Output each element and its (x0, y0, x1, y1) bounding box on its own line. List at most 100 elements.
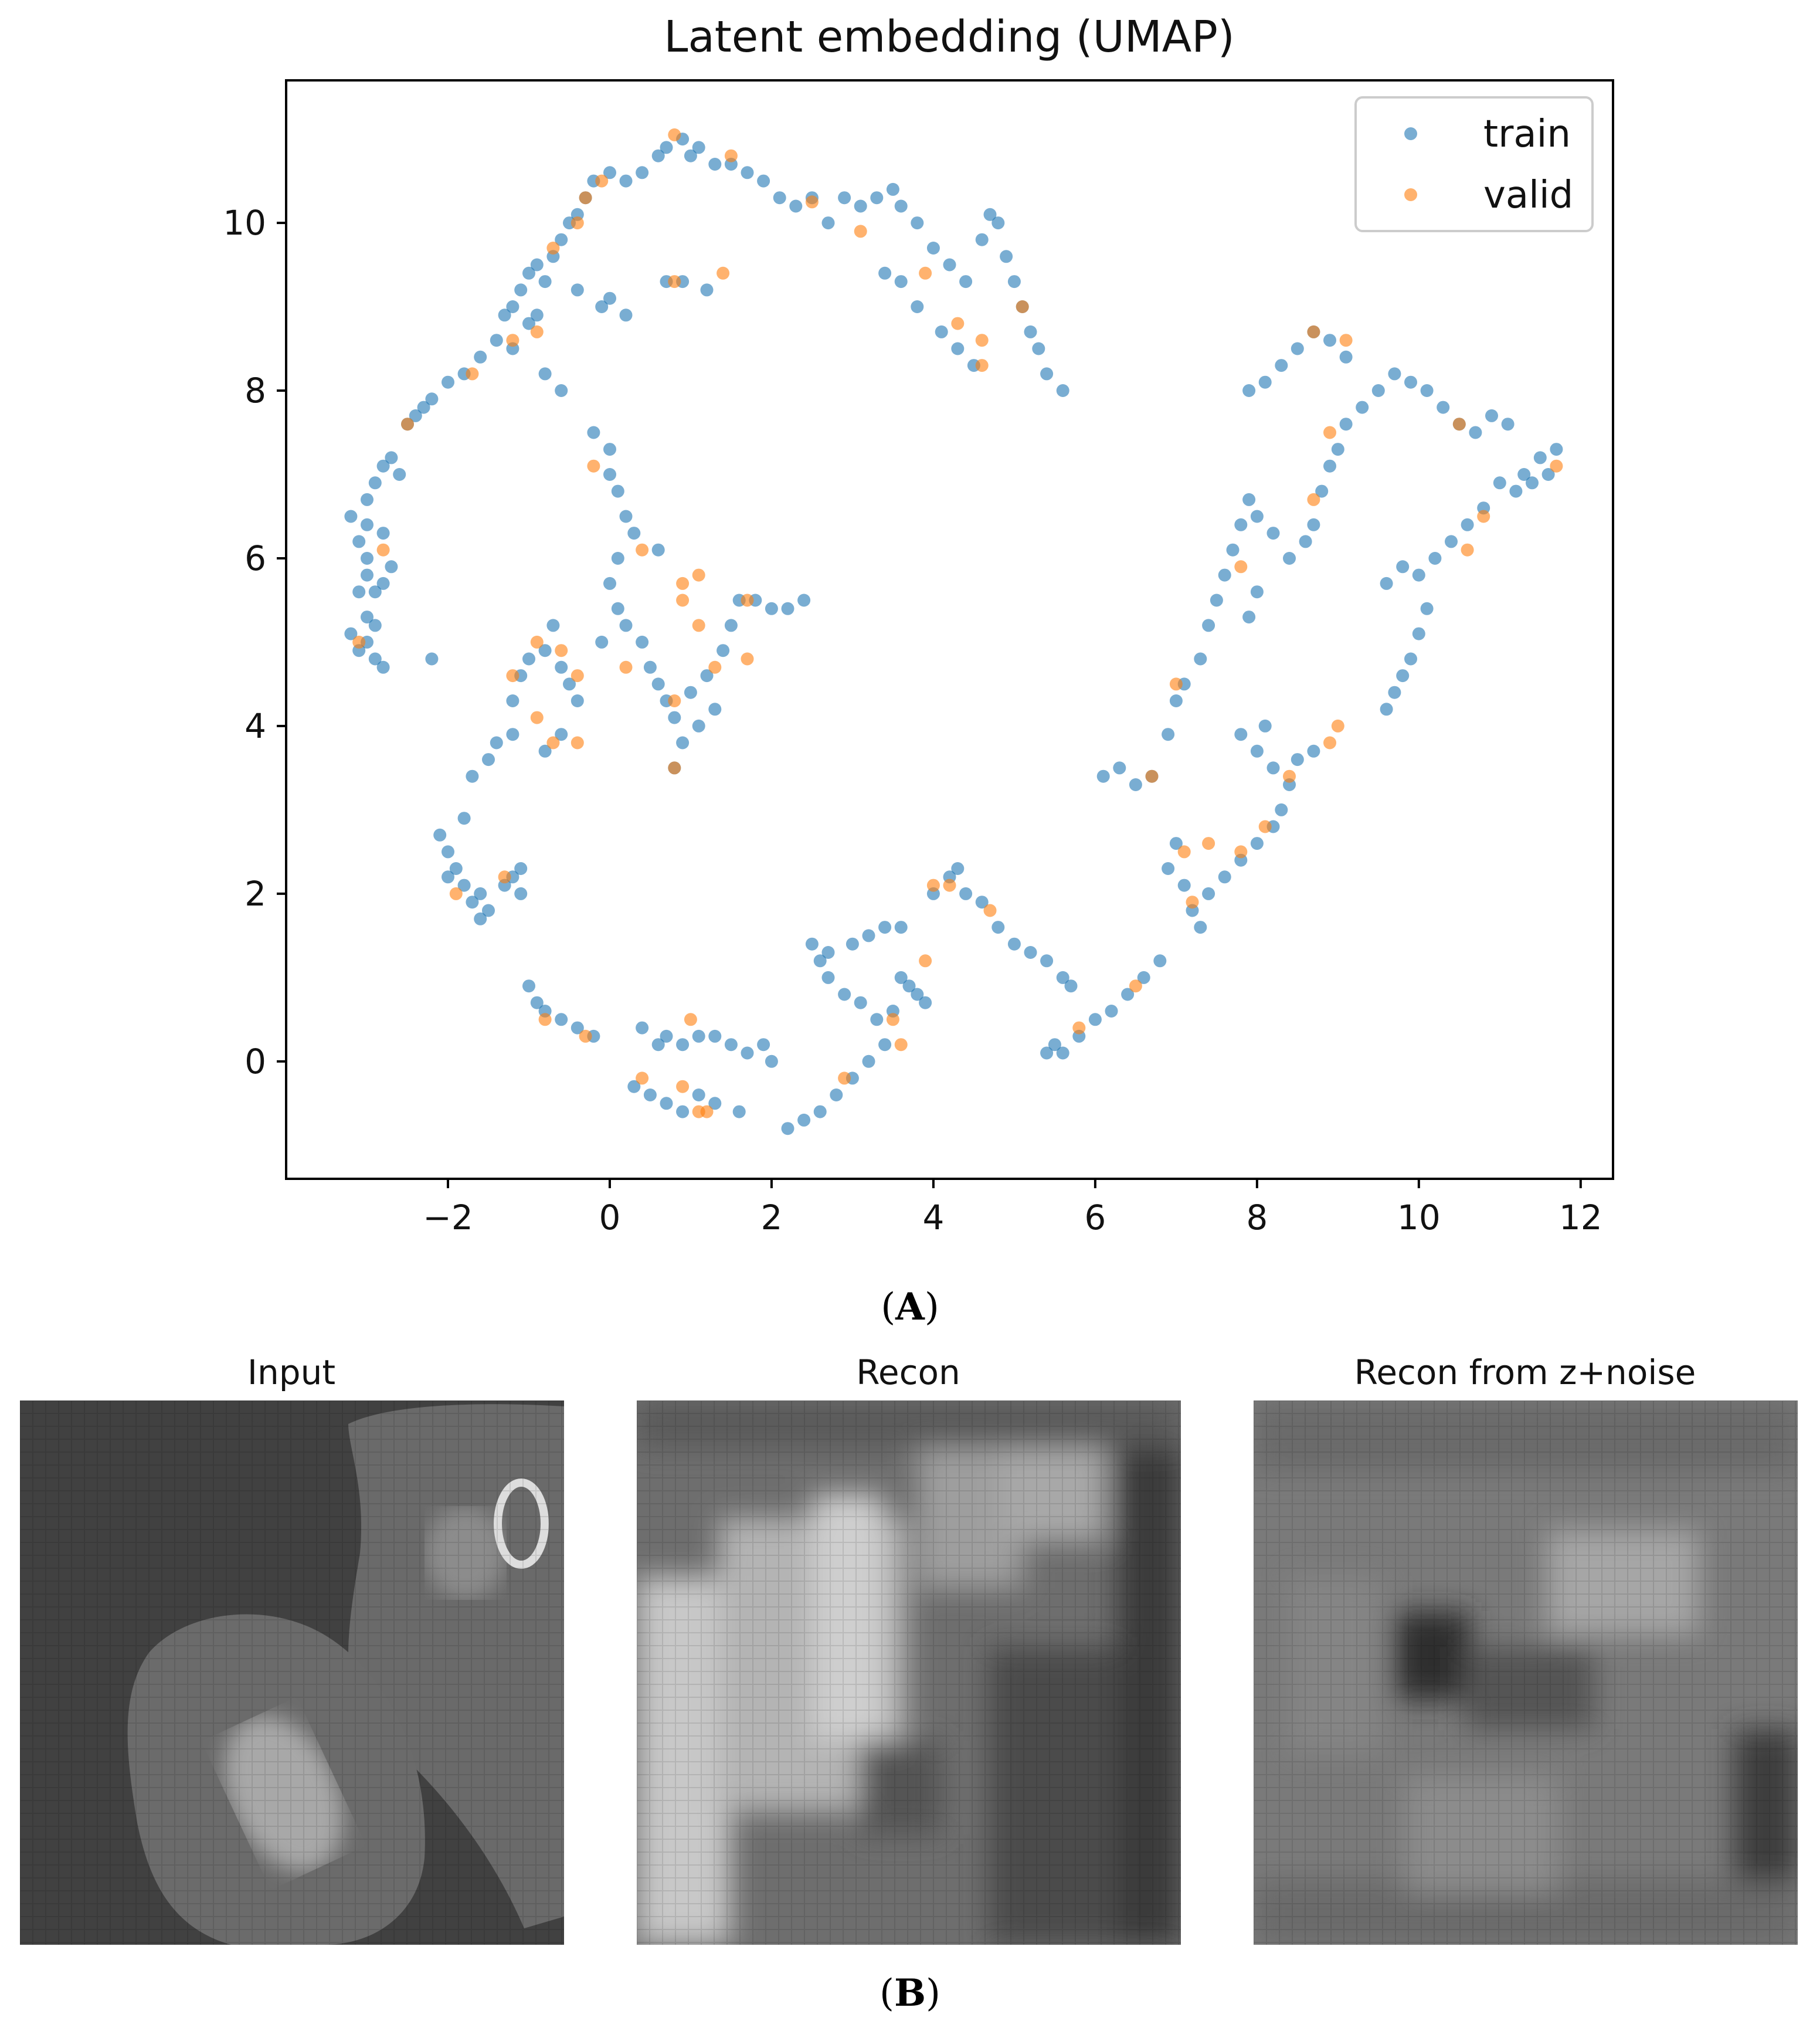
point-train-97 (482, 753, 495, 767)
point-train-299 (1250, 585, 1264, 599)
point-train-156 (457, 812, 471, 825)
point-train-145 (474, 887, 487, 900)
point-train-243 (1356, 401, 1369, 414)
point-valid-60 (1202, 837, 1215, 850)
point-train-61 (959, 275, 973, 289)
point-train-160 (636, 1021, 649, 1035)
point-train-255 (1550, 443, 1563, 456)
point-train-6 (361, 568, 373, 582)
point-train-253 (1517, 468, 1531, 481)
point-train-168 (757, 1038, 770, 1052)
scatter-points (344, 128, 1563, 1135)
point-valid-15 (506, 334, 519, 347)
point-valid-62 (1186, 896, 1199, 909)
point-train-179 (813, 1105, 827, 1118)
point-train-231 (1226, 543, 1240, 557)
point-train-82 (595, 300, 609, 313)
point-valid-71 (1307, 325, 1320, 338)
point-valid-29 (708, 660, 722, 674)
point-valid-43 (579, 1029, 592, 1043)
point-train-235 (1266, 527, 1280, 540)
point-train-174 (692, 1088, 705, 1101)
point-train-15 (385, 451, 398, 464)
point-valid-2 (579, 191, 592, 205)
point-train-215 (1088, 1013, 1102, 1026)
point-train-208 (1040, 954, 1054, 968)
point-train-199 (919, 996, 932, 1009)
point-train-75 (911, 300, 924, 313)
point-train-266 (1380, 577, 1393, 590)
point-train-256 (1541, 468, 1555, 481)
panel-a-label: (A) (881, 1285, 939, 1329)
point-train-30 (538, 275, 552, 289)
point-train-261 (1461, 518, 1474, 531)
point-train-59 (926, 242, 940, 255)
point-train-135 (797, 594, 811, 607)
point-train-76 (894, 275, 908, 289)
point-valid-1 (595, 174, 609, 188)
point-train-270 (1396, 669, 1410, 683)
point-train-23 (474, 350, 487, 364)
point-train-107 (555, 728, 568, 741)
point-train-291 (1194, 921, 1207, 934)
x-axis-ticks: −2 0 2 4 6 8 10 12 (423, 1179, 1602, 1237)
point-train-276 (1291, 342, 1304, 355)
point-train-150 (522, 979, 535, 993)
point-train-104 (555, 660, 568, 674)
point-valid-49 (838, 1071, 851, 1085)
point-valid-59 (1169, 677, 1183, 691)
y-tick-label-5: 10 (223, 203, 266, 243)
point-train-269 (1404, 652, 1417, 666)
y-tick-label-1: 2 (245, 874, 266, 914)
point-train-119 (619, 619, 633, 632)
point-train-53 (838, 191, 851, 205)
point-train-288 (1218, 870, 1231, 884)
point-valid-46 (684, 1013, 697, 1026)
point-train-91 (385, 560, 398, 574)
point-train-280 (1234, 728, 1248, 741)
point-train-92 (368, 619, 382, 632)
point-valid-5 (724, 149, 738, 162)
point-train-161 (651, 1038, 665, 1052)
point-train-183 (878, 1038, 892, 1052)
point-train-63 (983, 208, 997, 221)
point-train-182 (862, 1054, 875, 1068)
point-valid-24 (692, 568, 705, 582)
point-valid-55 (983, 904, 997, 917)
point-train-298 (1242, 611, 1256, 624)
point-valid-6 (805, 195, 819, 209)
point-train-281 (1250, 744, 1264, 758)
x-tick-label-0: −2 (423, 1198, 473, 1237)
point-train-275 (1275, 359, 1288, 372)
point-train-242 (1339, 418, 1353, 431)
point-train-137 (692, 719, 705, 733)
point-train-73 (951, 342, 965, 355)
point-train-229 (1210, 594, 1223, 607)
point-valid-56 (1072, 1021, 1086, 1035)
y-tick-label-3: 6 (245, 538, 266, 578)
point-train-239 (1315, 484, 1329, 498)
image-panels: Input Recon (20, 1352, 1798, 1945)
point-train-188 (813, 954, 827, 968)
point-train-47 (741, 166, 754, 179)
point-train-55 (870, 191, 884, 205)
point-valid-10 (975, 334, 989, 347)
point-valid-36 (668, 761, 681, 775)
point-valid-14 (668, 275, 681, 289)
point-train-232 (1234, 518, 1248, 531)
point-train-198 (894, 971, 908, 984)
point-train-282 (1266, 761, 1280, 775)
point-train-213 (1056, 1046, 1069, 1060)
point-train-294 (1169, 837, 1183, 850)
point-train-257 (1526, 476, 1539, 490)
point-valid-22 (636, 543, 649, 557)
point-train-164 (692, 1029, 705, 1043)
point-train-9 (361, 552, 373, 565)
point-valid-18 (466, 367, 479, 381)
point-train-95 (425, 652, 439, 666)
point-train-113 (611, 484, 624, 498)
point-train-29 (530, 258, 544, 272)
point-valid-30 (530, 635, 544, 649)
point-train-58 (911, 216, 924, 230)
point-train-5 (352, 585, 366, 599)
